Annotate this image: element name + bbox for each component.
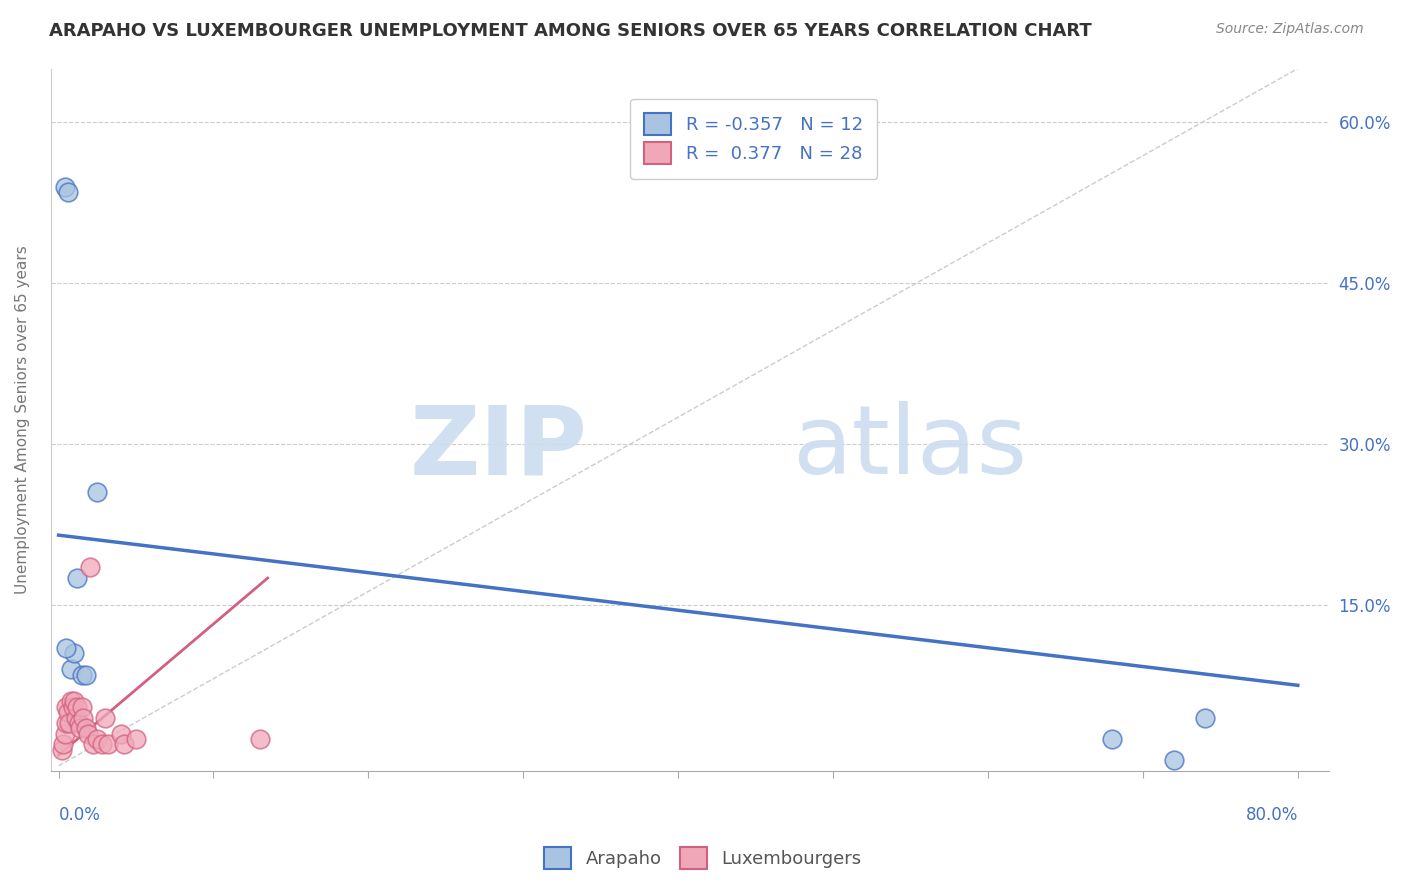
Text: ARAPAHO VS LUXEMBOURGER UNEMPLOYMENT AMONG SENIORS OVER 65 YEARS CORRELATION CHA: ARAPAHO VS LUXEMBOURGER UNEMPLOYMENT AMO… — [49, 22, 1092, 40]
Text: Source: ZipAtlas.com: Source: ZipAtlas.com — [1216, 22, 1364, 37]
Text: atlas: atlas — [792, 401, 1028, 494]
Point — [86, 731, 108, 746]
Point — [56, 185, 79, 199]
Point — [75, 721, 97, 735]
Point — [63, 646, 86, 660]
Point — [53, 726, 76, 740]
Point — [62, 699, 84, 714]
Point — [94, 710, 117, 724]
Point — [53, 179, 76, 194]
Point — [110, 726, 132, 740]
Point — [72, 710, 94, 724]
Point — [56, 705, 79, 719]
Point — [1101, 731, 1123, 746]
Point — [66, 699, 89, 714]
Y-axis label: Unemployment Among Seniors over 65 years: Unemployment Among Seniors over 65 years — [15, 245, 30, 594]
Point — [51, 742, 73, 756]
Point — [82, 737, 104, 751]
Point — [249, 731, 271, 746]
Point — [77, 726, 100, 740]
Point — [69, 721, 91, 735]
Point — [1163, 753, 1185, 767]
Point — [59, 694, 82, 708]
Point — [91, 737, 114, 751]
Point — [1194, 710, 1216, 724]
Point — [66, 571, 89, 585]
Point — [125, 731, 148, 746]
Point — [86, 485, 108, 500]
Point — [65, 710, 87, 724]
Point — [52, 737, 75, 751]
Point — [63, 694, 86, 708]
Legend: Arapaho, Luxembourgers: Arapaho, Luxembourgers — [536, 838, 870, 879]
Text: 80.0%: 80.0% — [1246, 806, 1298, 824]
Point — [55, 699, 77, 714]
Legend: R = -0.357   N = 12, R =  0.377   N = 28: R = -0.357 N = 12, R = 0.377 N = 28 — [630, 99, 877, 178]
Point — [112, 737, 135, 751]
Point — [70, 667, 93, 681]
Point — [55, 715, 77, 730]
Point — [97, 737, 120, 751]
Point — [79, 560, 101, 574]
Point — [70, 699, 93, 714]
Point — [58, 715, 80, 730]
Text: 0.0%: 0.0% — [59, 806, 100, 824]
Text: ZIP: ZIP — [409, 401, 588, 494]
Point — [59, 662, 82, 676]
Point — [75, 667, 97, 681]
Point — [55, 640, 77, 655]
Point — [67, 715, 90, 730]
